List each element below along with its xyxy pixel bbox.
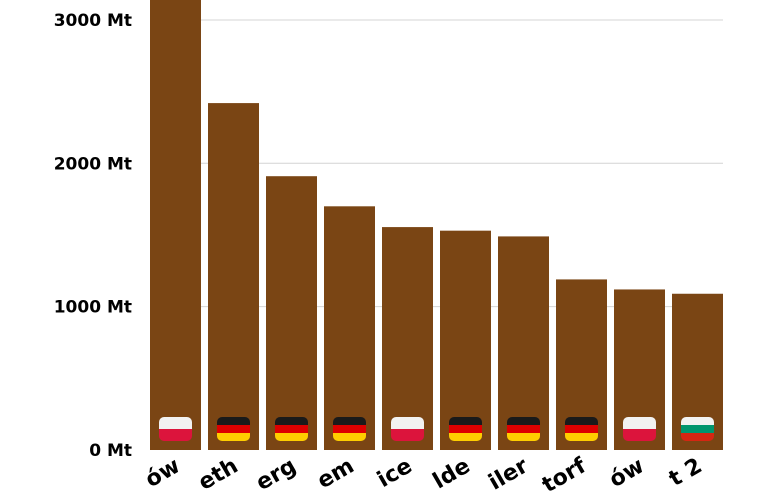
flag-stripe <box>681 425 714 434</box>
y-tick-label: 1000 Mt <box>54 298 132 318</box>
flag-stripe <box>217 417 250 426</box>
flag-stripe <box>565 417 598 426</box>
germany-flag-icon <box>275 417 308 441</box>
flag-stripe <box>159 429 192 441</box>
germany-flag-icon <box>507 417 540 441</box>
flag-stripe <box>275 433 308 441</box>
bar <box>150 0 201 450</box>
bar <box>266 176 317 450</box>
bar <box>208 103 259 450</box>
flag-stripe <box>449 417 482 426</box>
x-tick-label: torf <box>538 453 591 496</box>
germany-flag-icon <box>449 417 482 441</box>
flag-stripe <box>159 417 192 430</box>
x-tick-label: lde <box>429 454 475 495</box>
flag-stripe <box>449 433 482 441</box>
flag-stripe <box>333 425 366 434</box>
flag-stripe <box>391 429 424 441</box>
flag-stripe <box>565 425 598 434</box>
germany-flag-icon <box>333 417 366 441</box>
y-axis: 0 Mt 1000 Mt 2000 Mt 3000 Mt <box>54 11 132 461</box>
poland-flag-icon <box>159 417 192 441</box>
y-tick-label: 3000 Mt <box>54 11 132 31</box>
flag-stripe <box>507 425 540 434</box>
x-tick-label: ów <box>605 454 648 493</box>
flag-stripe <box>333 433 366 441</box>
bar <box>498 236 549 450</box>
flag-stripe <box>391 417 424 430</box>
x-tick-label: ice <box>373 454 416 493</box>
flag-stripe <box>275 425 308 434</box>
poland-flag-icon <box>623 417 656 441</box>
x-tick-label: erg <box>252 454 300 496</box>
bar <box>440 230 491 450</box>
bar <box>324 206 375 450</box>
flag-stripe <box>275 417 308 426</box>
flag-stripe <box>681 433 714 441</box>
flag-stripe <box>623 429 656 441</box>
bars <box>150 0 723 450</box>
x-tick-label: t 2 <box>665 454 706 492</box>
flag-stripe <box>681 417 714 426</box>
flag-stripe <box>217 433 250 441</box>
flag-stripe <box>507 433 540 441</box>
y-tick-label: 2000 Mt <box>54 154 132 174</box>
x-tick-label: iler <box>485 453 533 495</box>
flag-stripe <box>565 433 598 441</box>
bulgaria-flag-icon <box>681 417 714 441</box>
flag-stripe <box>507 417 540 426</box>
x-tick-label: ów <box>141 454 184 493</box>
germany-flag-icon <box>217 417 250 441</box>
flag-stripe <box>449 425 482 434</box>
flag-stripe <box>333 417 366 426</box>
poland-flag-icon <box>391 417 424 441</box>
x-tick-label: em <box>313 454 358 495</box>
x-tick-label: eth <box>194 454 242 496</box>
flag-stripe <box>623 417 656 430</box>
y-tick-label: 0 Mt <box>89 441 132 461</box>
x-axis: ów eth erg em ice lde iler torf ów t 2 <box>141 453 706 496</box>
flag-stripe <box>217 425 250 434</box>
germany-flag-icon <box>565 417 598 441</box>
bar <box>382 227 433 450</box>
